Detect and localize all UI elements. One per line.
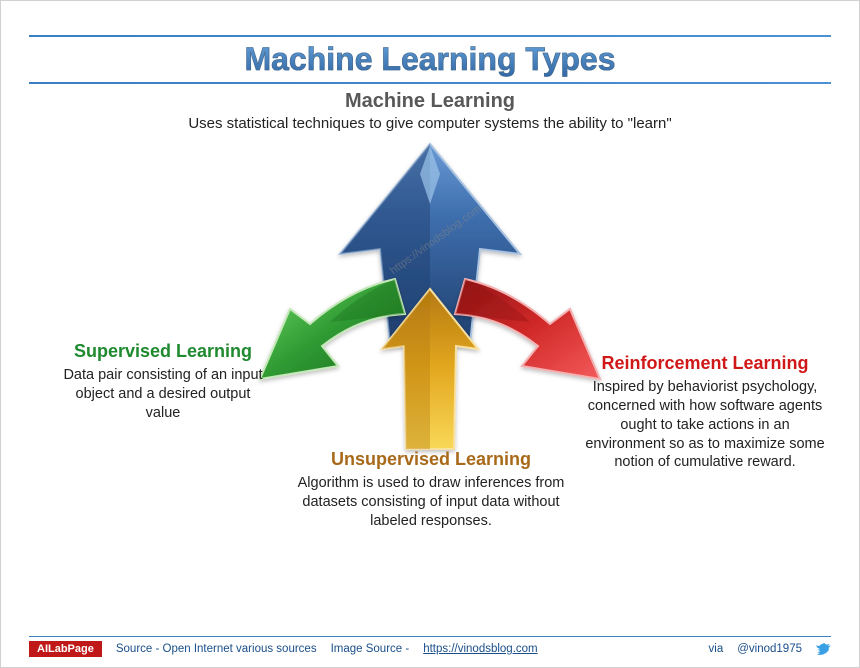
brand-badge: AILabPage — [29, 641, 102, 657]
footer-image-link[interactable]: https://vinodsblog.com — [423, 643, 537, 655]
supervised-desc: Data pair consisting of an input object … — [63, 366, 263, 423]
footer-rule — [29, 636, 831, 637]
reinforcement-title: Reinforcement Learning — [583, 353, 827, 374]
footer-handle: @vinod1975 — [737, 643, 802, 655]
branch-reinforcement: Reinforcement Learning Inspired by behav… — [583, 353, 827, 472]
unsupervised-title: Unsupervised Learning — [291, 449, 571, 470]
root-description: Uses statistical techniques to give comp… — [170, 115, 690, 134]
main-title: Machine Learning Types — [1, 37, 859, 82]
left-arrow — [260, 279, 405, 379]
footer-source: Source - Open Internet various sources — [116, 643, 317, 655]
footer: AILabPage Source - Open Internet various… — [1, 636, 859, 657]
footer-image-source-label: Image Source - — [331, 643, 410, 655]
right-arrow — [455, 279, 600, 379]
unsupervised-desc: Algorithm is used to draw inferences fro… — [291, 474, 571, 531]
bottom-rule — [29, 82, 831, 84]
twitter-icon — [816, 643, 831, 655]
supervised-title: Supervised Learning — [63, 341, 263, 362]
root-title: Machine Learning — [1, 90, 859, 113]
footer-via: via — [709, 643, 724, 655]
branch-supervised: Supervised Learning Data pair consisting… — [63, 341, 263, 423]
branch-unsupervised: Unsupervised Learning Algorithm is used … — [291, 449, 571, 531]
reinforcement-desc: Inspired by behaviorist psychology, conc… — [583, 378, 827, 472]
